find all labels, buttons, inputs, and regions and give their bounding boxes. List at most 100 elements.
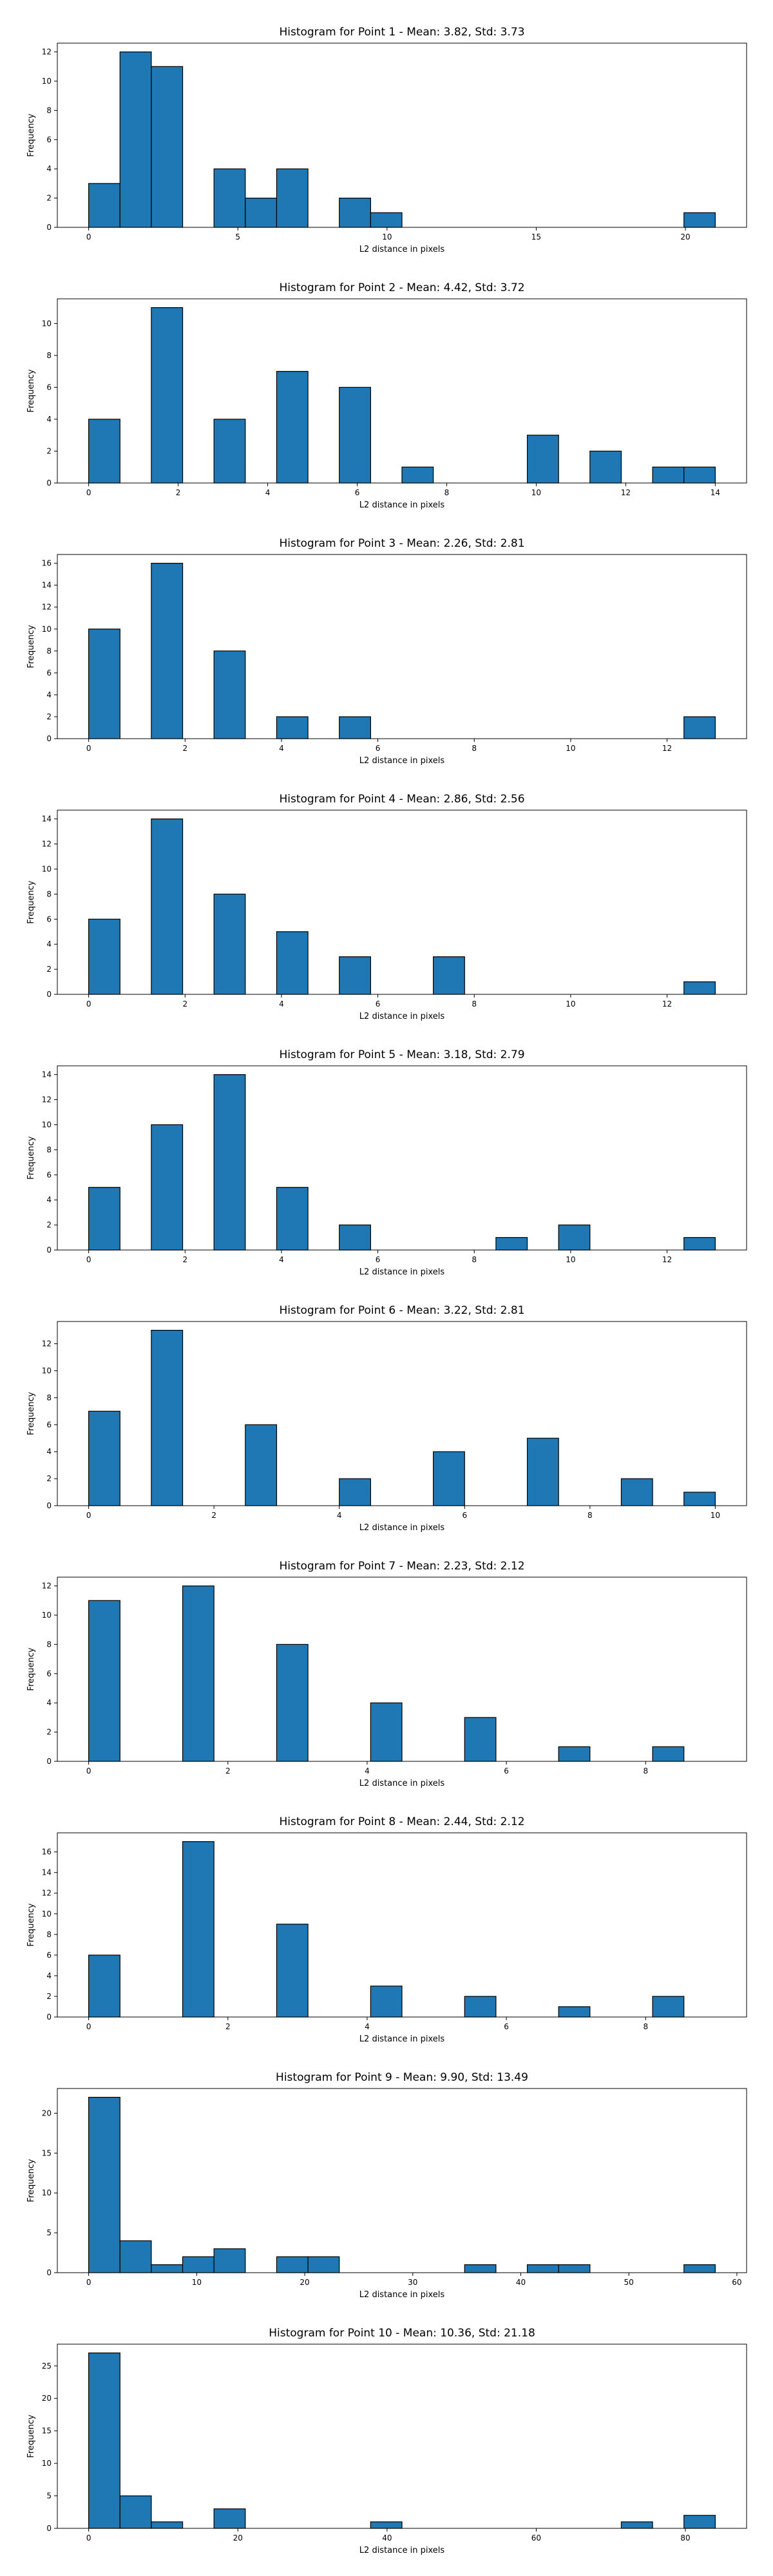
y-tick-label: 10 [42,864,52,873]
y-tick-label: 6 [46,1951,52,1960]
y-tick-label: 12 [42,840,52,849]
histogram-bar [245,198,278,228]
histogram-bar [213,2508,246,2529]
y-tick-label: 8 [46,351,52,360]
histogram-bar [683,981,716,995]
x-tick-label: 6 [376,744,381,753]
x-tick-label: 10 [566,1255,575,1264]
plot-frame [57,298,747,484]
histogram-bar [245,1424,278,1506]
y-tick-label: 10 [42,1366,52,1375]
histogram-chart-6: Histogram for Point 6 - Mean: 3.22, Std:… [26,1304,747,1533]
x-tick-label: 2 [211,1511,216,1520]
x-tick-label: 10 [566,744,575,753]
histogram-bar [558,2006,591,2018]
x-tick-label: 2 [225,2022,231,2031]
histogram-bar [652,1746,685,1762]
y-tick-label: 2 [46,446,52,455]
histogram-bar [558,1224,591,1251]
histogram-bar [276,931,309,995]
y-tick-label: 20 [42,2394,52,2403]
x-tick-label: 10 [382,232,392,242]
y-tick-label: 4 [46,690,52,699]
x-tick-label: 0 [86,744,91,753]
y-tick-label: 14 [42,1868,52,1877]
x-tick-label: 0 [86,1766,91,1776]
histogram-bar [339,386,371,484]
x-axis-label: L2 distance in pixels [359,245,445,254]
histogram-bar [213,893,246,995]
x-tick-label: 4 [279,999,284,1009]
histogram-bar [433,1451,465,1506]
x-tick-label: 8 [472,744,477,753]
histogram-chart-10: Histogram for Point 10 - Mean: 10.36, St… [26,2327,747,2555]
y-tick-label: 8 [46,1930,52,1939]
x-tick-label: 6 [376,999,381,1009]
histogram-bar [119,2495,152,2529]
histogram-bar [620,1478,653,1506]
x-tick-label: 50 [624,2278,634,2287]
y-tick-label: 8 [46,1393,52,1402]
x-tick-label: 8 [587,1511,593,1520]
y-tick-label: 12 [42,48,52,57]
histogram-bar [88,918,120,995]
histogram-bar [276,371,309,484]
histogram-bar [151,819,184,995]
y-tick-label: 0 [46,1757,52,1766]
x-tick-label: 2 [225,1766,231,1776]
x-tick-label: 8 [472,999,477,1009]
x-tick-label: 12 [621,488,631,497]
y-tick-label: 0 [46,734,52,743]
x-tick-label: 0 [86,1511,91,1520]
x-axis-label: L2 distance in pixels [359,2290,445,2300]
chart-title: Histogram for Point 10 - Mean: 10.36, St… [269,2327,535,2340]
y-tick-label: 10 [42,1909,52,1918]
histogram-bar [151,307,184,484]
histogram-bar [683,2264,716,2273]
y-tick-label: 12 [42,1095,52,1104]
y-axis-label: Frequency [26,113,36,156]
histogram-bar [88,183,120,228]
histogram-bar [88,1187,120,1251]
x-axis-label: L2 distance in pixels [359,500,445,510]
plot-frame [57,554,747,739]
x-axis-label: L2 distance in pixels [359,1012,445,1021]
y-tick-label: 6 [46,1420,52,1429]
y-tick-label: 6 [46,668,52,677]
x-tick-label: 6 [504,2022,509,2031]
plot-frame [57,810,747,995]
histogram-bar [558,1746,591,1762]
y-tick-label: 10 [42,1120,52,1129]
y-tick-label: 0 [46,1501,52,1510]
x-tick-label: 80 [680,2533,690,2543]
x-axis-label: L2 distance in pixels [359,1523,445,1533]
histogram-bar [88,419,120,484]
chart-title: Histogram for Point 9 - Mean: 9.90, Std:… [276,2071,528,2084]
x-tick-label: 0 [86,2533,91,2543]
y-tick-label: 20 [42,2108,52,2117]
x-tick-label: 4 [279,1255,284,1264]
x-tick-label: 30 [408,2278,417,2287]
plot-frame [57,1832,747,2018]
histogram-chart-9: Histogram for Point 9 - Mean: 9.90, Std:… [26,2071,747,2300]
y-tick-label: 5 [46,2492,52,2501]
x-tick-label: 2 [182,999,187,1009]
x-tick-label: 12 [662,744,672,753]
histogram-chart-7: Histogram for Point 7 - Mean: 2.23, Std:… [26,1560,747,1788]
y-tick-label: 12 [42,1340,52,1349]
histogram-chart-5: Histogram for Point 5 - Mean: 3.18, Std:… [26,1048,747,1277]
x-tick-label: 20 [680,232,690,242]
histogram-bar [151,563,184,739]
y-tick-label: 0 [46,1245,52,1255]
histogram-bar [339,198,371,228]
chart-title: Histogram for Point 5 - Mean: 3.18, Std:… [279,1048,524,1061]
y-tick-label: 8 [46,647,52,656]
histogram-bar [526,1437,559,1506]
y-tick-label: 8 [46,889,52,898]
x-axis-label: L2 distance in pixels [359,2546,445,2555]
y-tick-label: 16 [42,559,52,568]
y-tick-label: 10 [42,625,52,634]
x-tick-label: 20 [233,2533,243,2543]
x-tick-label: 4 [337,1511,342,1520]
x-tick-label: 0 [86,488,91,497]
